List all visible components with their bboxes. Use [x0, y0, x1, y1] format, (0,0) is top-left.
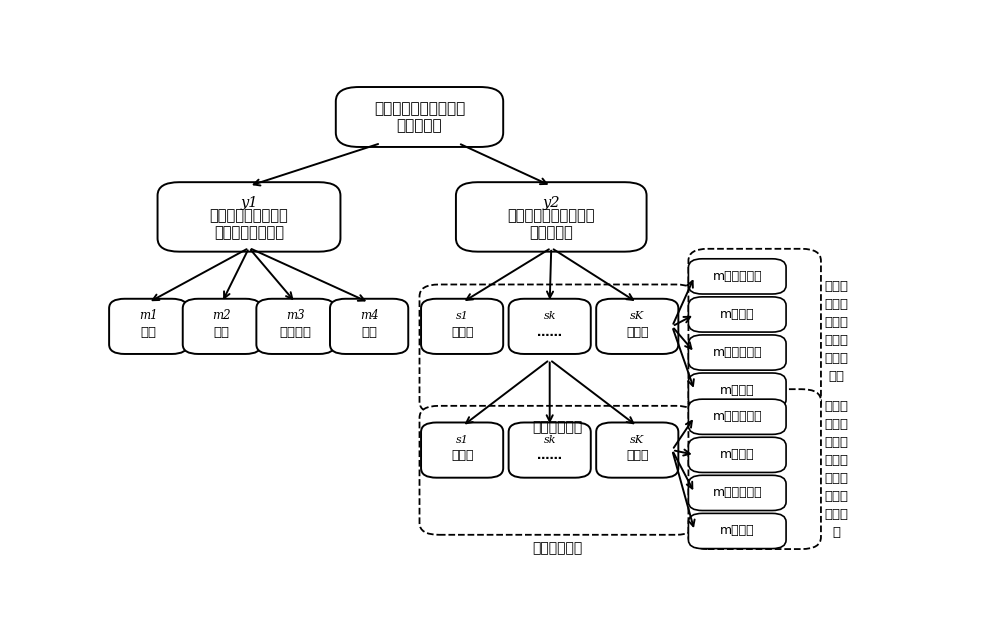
- Text: 车站２: 车站２: [626, 449, 649, 462]
- FancyBboxPatch shape: [330, 298, 408, 354]
- FancyBboxPatch shape: [336, 87, 503, 147]
- FancyBboxPatch shape: [256, 298, 335, 354]
- Text: 乘坐其他单一交通方
式直接到达目的地: 乘坐其他单一交通方 式直接到达目的地: [210, 208, 288, 240]
- FancyBboxPatch shape: [688, 249, 821, 413]
- Text: 始发车站决策: 始发车站决策: [532, 420, 583, 434]
- Text: s1: s1: [456, 311, 469, 321]
- Text: 终到车站决策: 终到车站决策: [532, 541, 583, 556]
- FancyBboxPatch shape: [456, 182, 647, 252]
- FancyBboxPatch shape: [109, 298, 187, 354]
- FancyBboxPatch shape: [509, 423, 591, 478]
- Text: sK: sK: [630, 434, 644, 444]
- Text: m４步行: m４步行: [720, 525, 755, 538]
- Text: m1: m1: [139, 310, 158, 323]
- Text: 从大型
活动场
馆到轨
道交通
的始发
车站: 从大型 活动场 馆到轨 道交通 的始发 车站: [824, 279, 848, 383]
- FancyBboxPatch shape: [596, 423, 678, 478]
- Text: sK: sK: [630, 311, 644, 321]
- Text: 出租: 出租: [214, 326, 230, 339]
- Text: m３共享单车: m３共享单车: [712, 346, 762, 359]
- Text: ……: ……: [537, 326, 562, 339]
- Text: m４步行: m４步行: [720, 384, 755, 397]
- Text: y2: y2: [542, 197, 560, 210]
- Text: m１接驳公交: m１接驳公交: [712, 410, 762, 423]
- Text: m2: m2: [213, 310, 231, 323]
- FancyBboxPatch shape: [688, 399, 786, 434]
- Text: m２出租: m２出租: [720, 448, 755, 462]
- FancyBboxPatch shape: [688, 514, 786, 549]
- Text: 公交: 公交: [140, 326, 156, 339]
- Text: m３共享单车: m３共享单车: [712, 486, 762, 499]
- FancyBboxPatch shape: [596, 298, 678, 354]
- FancyBboxPatch shape: [509, 298, 591, 354]
- FancyBboxPatch shape: [688, 335, 786, 370]
- FancyBboxPatch shape: [421, 423, 503, 478]
- Text: m１接驳公交: m１接驳公交: [712, 270, 762, 283]
- FancyBboxPatch shape: [421, 298, 503, 354]
- Text: sk: sk: [543, 311, 556, 321]
- FancyBboxPatch shape: [688, 373, 786, 408]
- Text: m3: m3: [286, 310, 305, 323]
- Text: 车站１: 车站１: [451, 326, 473, 339]
- Text: 以轨道交通为主的多方
式联乘出行: 以轨道交通为主的多方 式联乘出行: [508, 208, 595, 240]
- Text: ……: ……: [537, 449, 562, 462]
- FancyBboxPatch shape: [158, 182, 340, 252]
- Text: 共享单车: 共享单车: [280, 326, 312, 339]
- FancyBboxPatch shape: [183, 298, 261, 354]
- Text: 车站２: 车站２: [626, 326, 649, 339]
- FancyBboxPatch shape: [688, 259, 786, 294]
- Text: s1: s1: [456, 434, 469, 444]
- Text: m4: m4: [360, 310, 378, 323]
- Text: m２出租: m２出租: [720, 308, 755, 321]
- FancyBboxPatch shape: [688, 389, 821, 549]
- FancyBboxPatch shape: [688, 438, 786, 472]
- Text: sk: sk: [543, 434, 556, 444]
- Text: y1: y1: [240, 197, 258, 210]
- FancyBboxPatch shape: [688, 475, 786, 510]
- FancyBboxPatch shape: [420, 406, 695, 535]
- Text: 步行: 步行: [361, 326, 377, 339]
- Text: 从轨道
交通出
行的终
到站到
最终的
目的地
小区节
点: 从轨道 交通出 行的终 到站到 最终的 目的地 小区节 点: [824, 400, 848, 539]
- Text: 车站１: 车站１: [451, 449, 473, 462]
- FancyBboxPatch shape: [688, 297, 786, 332]
- Text: 大型活动疏散客流的出
行决策行为: 大型活动疏散客流的出 行决策行为: [374, 101, 465, 133]
- FancyBboxPatch shape: [420, 284, 695, 413]
